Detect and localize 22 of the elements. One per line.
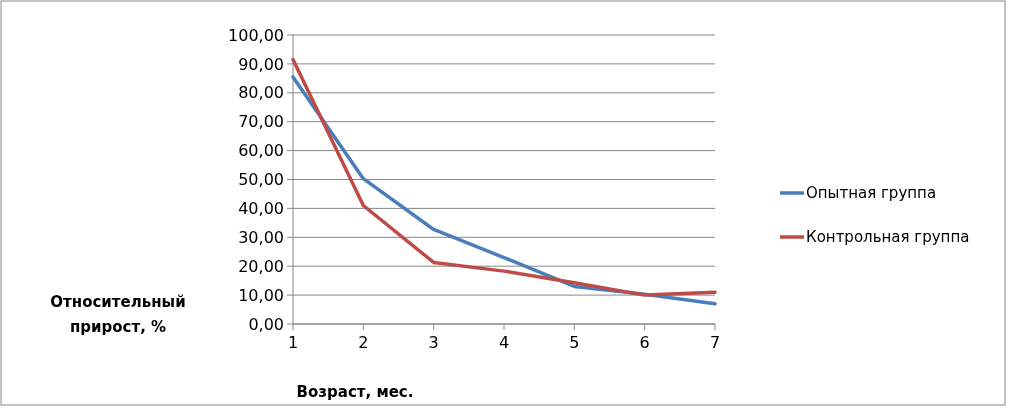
- y-axis-title: Относительный прирост, %: [50, 293, 186, 336]
- y-tick-label: 100,00: [228, 25, 284, 45]
- x-tick-label: 6: [639, 333, 650, 352]
- y-tick-label: 0,00: [248, 314, 284, 334]
- x-tick-label: 4: [498, 333, 510, 352]
- x-axis-title: Возраст, мес.: [296, 383, 414, 401]
- y-tick-label: 90,00: [238, 54, 284, 74]
- legend-label: Опытная группа: [806, 184, 937, 203]
- y-tick-label: 80,00: [238, 83, 284, 103]
- x-tick-label: 7: [709, 333, 721, 352]
- legend-label: Контрольная группа: [806, 228, 970, 247]
- x-tick-label: 3: [428, 333, 439, 352]
- y-tick-label: 10,00: [238, 285, 284, 305]
- x-tick-label: 5: [569, 333, 580, 352]
- y-tick-label: 50,00: [238, 170, 284, 190]
- x-tick-label: 1: [287, 333, 299, 352]
- y-tick-label: 20,00: [238, 256, 284, 276]
- y-tick-label: 30,00: [238, 227, 284, 247]
- y-tick-label: 70,00: [238, 112, 284, 132]
- y-tick-label: 60,00: [238, 141, 284, 161]
- y-tick-label: 40,00: [238, 199, 284, 218]
- x-tick-label: 2: [358, 333, 369, 352]
